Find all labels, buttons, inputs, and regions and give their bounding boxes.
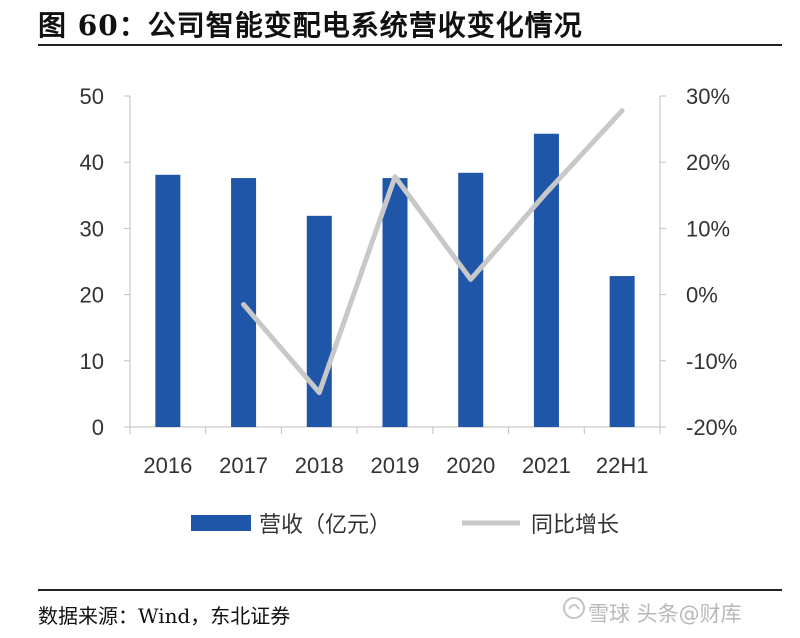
x-tick-label: 2020: [446, 453, 495, 478]
revenue-bar: [306, 215, 332, 427]
x-tick-label: 2021: [522, 453, 571, 478]
x-tick-label: 2017: [219, 453, 268, 478]
left-tick-label: 40: [80, 150, 104, 175]
legend: 营收（亿元） 同比增长: [191, 513, 619, 538]
left-tick-label: 20: [80, 283, 104, 308]
revenue-bar: [609, 276, 635, 427]
title-rule: [38, 44, 782, 46]
revenue-bar: [533, 133, 559, 427]
x-tick-label: 2018: [295, 453, 344, 478]
left-tick-label: 50: [80, 84, 104, 109]
revenue-bar: [155, 174, 181, 427]
revenue-bar: [382, 178, 408, 427]
source-rule: [38, 589, 782, 591]
x-tick-label: 2019: [371, 453, 420, 478]
right-axis: -20% -10% 0% 10% 20% 30%: [659, 84, 737, 440]
x-tick-label: 2016: [143, 453, 192, 478]
left-axis: 0 10 20 30 40 50: [80, 84, 131, 440]
right-tick-label: 30%: [686, 84, 730, 109]
right-tick-label: -10%: [686, 349, 737, 374]
legend-bar-label: 营收（亿元）: [259, 513, 391, 538]
line-series: [241, 108, 625, 396]
watermark: 雪球 头条@财库: [588, 602, 742, 626]
left-tick-label: 30: [80, 216, 104, 241]
snowball-logo-icon: [563, 597, 585, 619]
x-tick-label: 22H1: [596, 453, 649, 478]
right-tick-label: 10%: [686, 216, 730, 241]
right-tick-label: 20%: [686, 150, 730, 175]
right-tick-label: -20%: [686, 415, 737, 440]
legend-bar-swatch: [191, 515, 251, 531]
x-axis: 2016 2017 2018 2019 2020 2021 22H1: [129, 426, 661, 478]
legend-line-label: 同比增长: [531, 513, 619, 538]
chart: 0 10 20 30 40 50 -20% -10% 0% 10% 20% 30% 2016 2017…: [80, 84, 738, 538]
growth-line: [241, 108, 625, 396]
data-source: 数据来源：Wind，东北证券: [38, 604, 291, 628]
bar-series: [155, 133, 635, 427]
revenue-bar: [458, 172, 484, 427]
chart-title: 图 60：公司智能变配电系统营收变化情况: [38, 9, 583, 42]
left-tick-label: 0: [92, 415, 104, 440]
left-tick-label: 10: [80, 349, 104, 374]
right-tick-label: 0%: [686, 283, 718, 308]
